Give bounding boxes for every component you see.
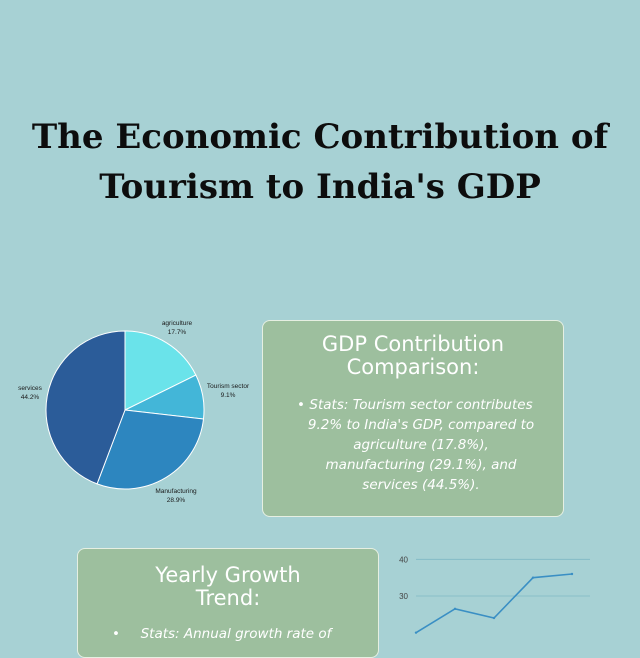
pie-slice-services — [45, 330, 126, 485]
pie-label: Tourism sector — [207, 383, 250, 390]
growth-data-point — [492, 616, 496, 620]
growth-data-point — [414, 631, 418, 634]
growth-card-title: Yearly Growth Trend: — [155, 563, 301, 610]
pie-slice-manufacturing — [96, 409, 205, 490]
gdp-pie-chart: agriculture 17.7% Tourism sector 9.1% Manufa… — [18, 320, 250, 504]
pie-value-label: 44.2% — [21, 394, 40, 401]
pie-label: Manufacturing — [155, 488, 197, 495]
pie-label: agriculture — [162, 320, 193, 327]
growth-card-bullet: Stats: Annual growth rate of — [112, 624, 350, 644]
yearly-growth-card: Yearly Growth Trend: Stats: Annual growt… — [77, 548, 379, 658]
title-line-2: Tourism to India's GDP — [99, 167, 541, 207]
growth-data-point — [453, 607, 457, 611]
gdp-card-title: GDP Contribution Comparison: — [321, 332, 505, 379]
growth-line-chart: 40 30 — [399, 555, 590, 634]
title-line-1: The Economic Contribution of — [31, 117, 609, 157]
page-title: The Economic Contribution of Tourism to … — [0, 112, 640, 212]
pie-label: services — [18, 385, 43, 392]
pie-value-label: 28.9% — [167, 497, 186, 504]
growth-data-point — [570, 572, 574, 576]
pie-value-label: 17.7% — [168, 329, 187, 336]
y-tick-label: 30 — [399, 592, 408, 601]
pie-value-label: 9.1% — [221, 392, 236, 399]
growth-series-line — [415, 573, 573, 634]
y-tick-label: 40 — [399, 555, 408, 564]
gdp-card-bullet: Stats: Tourism sector contributes 9.2% t… — [297, 395, 535, 495]
gdp-contribution-card: GDP Contribution Comparison: Stats: Tour… — [262, 320, 564, 517]
growth-data-point — [531, 576, 535, 579]
pie-slice-agriculture — [124, 330, 197, 411]
